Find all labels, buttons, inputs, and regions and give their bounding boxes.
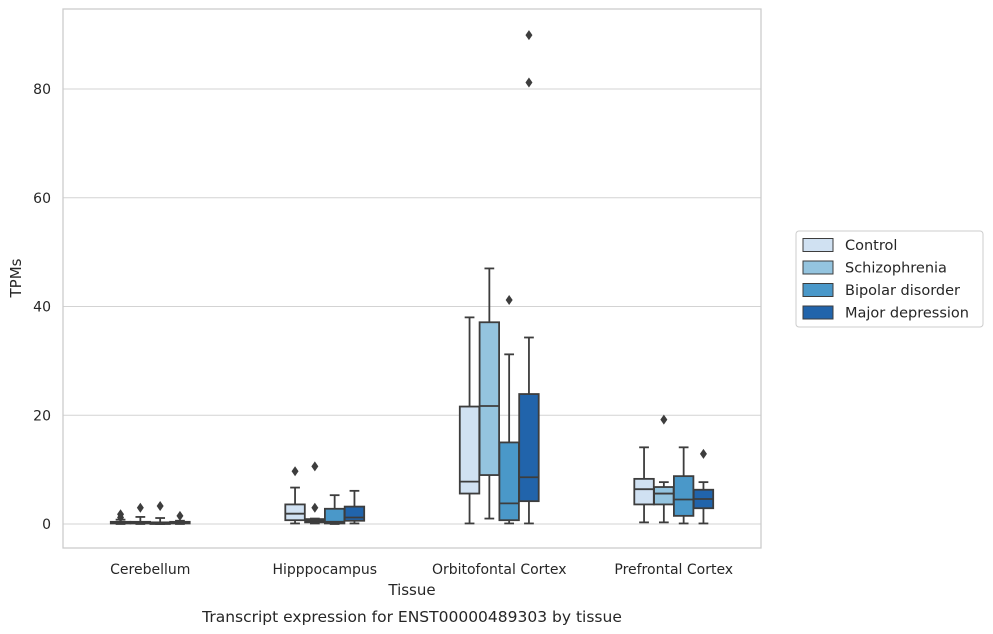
box-2-1 (478, 267, 501, 520)
box-1-3 (343, 489, 366, 525)
box-0-1 (129, 502, 152, 525)
outlier-point (156, 501, 164, 512)
y-tick-labels: 0 20 40 60 80 (33, 82, 51, 533)
x-tick-labels: Cerebellum Hipppocampus Orbitofontal Corte… (110, 562, 733, 578)
outlier-point (311, 461, 319, 472)
outlier-point (136, 502, 144, 513)
box-1-2 (323, 494, 346, 525)
legend-label: Major depression (845, 306, 969, 322)
outlier-point (291, 466, 299, 477)
x-tick-label: Hipppocampus (272, 562, 377, 578)
box-2-0 (458, 316, 481, 525)
x-axis-label: Tissue (387, 581, 435, 599)
y-tick-label: 80 (33, 82, 51, 98)
box-iqr (498, 441, 520, 522)
x-tick-label: Orbitofontal Cortex (432, 562, 567, 578)
y-axis-label: TPMs (7, 258, 25, 298)
legend: Control Schizophrenia Bipolar disorder Majo… (795, 230, 984, 328)
outlier-point (117, 509, 125, 520)
outlier-point (505, 294, 513, 305)
box-0-3 (169, 510, 191, 525)
box-iqr (673, 475, 695, 517)
box-iqr (653, 486, 675, 506)
chart-caption: Transcript expression for ENST0000048930… (201, 608, 622, 626)
outlier-point (311, 502, 319, 513)
outlier-point (176, 510, 184, 521)
box-3-3 (692, 448, 715, 525)
outlier-point (699, 448, 707, 459)
legend-swatch (802, 283, 834, 297)
x-tick-label: Prefrontal Cortex (614, 562, 733, 578)
box-2-3 (518, 30, 540, 525)
y-tick-label: 0 (42, 517, 51, 533)
legend-frame (795, 230, 984, 328)
legend-label: Schizophrenia (845, 261, 947, 277)
y-tick-label: 60 (33, 191, 51, 207)
plot-area-frame (62, 8, 762, 549)
y-tick-label: 20 (33, 408, 51, 424)
box-iqr (633, 477, 655, 506)
outlier-point (660, 414, 668, 425)
legend-label: Bipolar disorder (845, 283, 960, 299)
y-tick-label: 40 (33, 300, 51, 316)
box-iqr (343, 505, 366, 522)
legend-swatch (802, 238, 834, 252)
legend-label: Control (845, 238, 897, 254)
legend-swatch (802, 260, 834, 275)
outlier-point (525, 30, 533, 41)
legend-swatch (802, 305, 834, 320)
boxes-layer (109, 30, 715, 525)
box-iqr (284, 503, 306, 522)
x-tick-label: Cerebellum (110, 562, 190, 578)
box-3-1 (653, 414, 675, 524)
box-iqr (458, 405, 481, 495)
outlier-point (525, 77, 533, 88)
box-iqr (518, 393, 540, 503)
box-iqr (478, 321, 501, 476)
box-1-0 (284, 466, 306, 525)
